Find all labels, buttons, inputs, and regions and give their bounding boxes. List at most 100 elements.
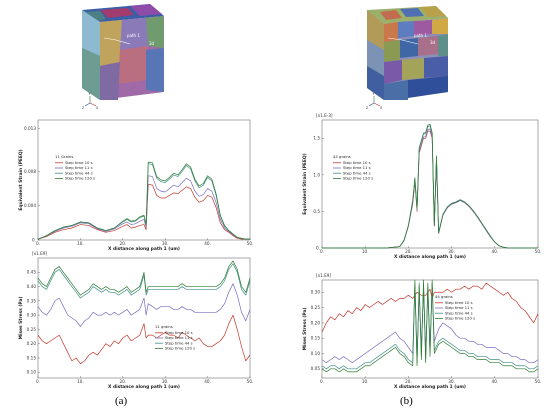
legend-entry: Step time 120 s <box>445 316 475 321</box>
series-line <box>37 314 251 365</box>
grain-cube-b: path 1 3d <box>367 6 448 100</box>
y-tick-label: 0.008 <box>24 169 36 174</box>
chart-b-mises: 0.05 0.10 0.15 0.20 0.25 0.30 0. 10. 20. 30. 40. 50… <box>302 273 541 390</box>
x-tick-label: 40. <box>204 379 211 384</box>
series-line <box>37 175 250 240</box>
x-tick-label: 10. <box>362 249 369 254</box>
x-tick-label: 50. <box>247 379 254 384</box>
series-line <box>37 283 251 327</box>
y-axis-label: Mises Stress (Pa) <box>18 297 24 340</box>
triad-b-x: X <box>380 106 383 110</box>
y-tick-label: 0.30 <box>311 290 321 295</box>
y-scale-label: [x1.E9] <box>316 273 331 278</box>
x-tick-label: 20. <box>405 379 412 384</box>
y-tick-label: 0.45 <box>27 270 37 275</box>
y-tick-label: 0. <box>316 245 320 250</box>
y-tick-label: 0.20 <box>27 341 37 346</box>
legend-entry: Step time 10 s <box>445 300 473 305</box>
x-tick-label: 40. <box>204 241 211 246</box>
legend-entry: Step time 11 s <box>165 335 193 340</box>
y-tick-label: 0.40 <box>27 284 37 289</box>
series-line <box>322 124 538 249</box>
chart-a-mises: 0.10 0.15 0.20 0.25 0.30 0.35 0.40 0.45 0. 10. 20.… <box>18 251 253 390</box>
cube-a-end-label: 3d <box>149 41 155 46</box>
x-tick-label: 30. <box>448 249 455 254</box>
y-tick-label: 0.05 <box>311 366 321 371</box>
x-tick-label: 0. <box>36 379 40 384</box>
y-tick-label: 0.10 <box>311 351 321 356</box>
triad-a-x: X <box>96 106 99 110</box>
legend-entry: Step time 120 s <box>65 176 95 181</box>
y-tick-label: 1.5 <box>313 136 320 141</box>
x-tick-label: 50. <box>535 379 542 384</box>
y-axis-label: Equivalent Strain (PEEQ) <box>18 149 24 210</box>
cube-b-end-label: 3d <box>430 40 436 45</box>
x-axis-label: X distance along path 1 (um) <box>394 254 466 260</box>
legend-entry: Step time 11 s <box>445 305 473 310</box>
legend-entry: Step time 10 s <box>343 160 371 165</box>
legend-entry: Step time 44 s <box>165 340 193 345</box>
axis-triad-a: Y Z X <box>82 92 99 110</box>
triad-a-y: Y <box>89 92 91 96</box>
x-tick-label: 40. <box>491 379 498 384</box>
y-scale-label: [x1.E-3] <box>316 113 333 118</box>
legend-entry: Step time 120 s <box>343 176 373 181</box>
y-tick-label: 0.15 <box>27 355 37 360</box>
legend-entry: Step time 44 s <box>445 310 473 315</box>
chart-b-peeq: 0. 0.5 1.0 1.5 0. 10. 20. 30. 40. 50. X distance a… <box>302 113 541 260</box>
x-axis-label: X distance along path 1 (um) <box>108 246 180 252</box>
x-tick-label: 20. <box>119 241 126 246</box>
x-tick-label: 40. <box>491 249 498 254</box>
x-tick-label: 30. <box>162 379 169 384</box>
x-tick-label: 20. <box>119 379 126 384</box>
y-axis-label: Mises Stress (Pa) <box>302 308 308 351</box>
x-axis-label: X distance along path 1 (um) <box>108 384 180 390</box>
y-tick-label: 0.15 <box>311 336 321 341</box>
series-line <box>321 279 539 373</box>
x-tick-label: 30. <box>448 379 455 384</box>
y-tick-label: 0.10 <box>27 370 37 375</box>
series-line <box>37 260 251 296</box>
x-tick-label: 10. <box>362 379 369 384</box>
plot-frame <box>321 279 539 379</box>
x-tick-label: 10. <box>77 241 84 246</box>
y-tick-label: 0.25 <box>311 305 321 310</box>
triad-b-y: Y <box>373 92 375 96</box>
legend-entry: Step time 11 s <box>343 165 371 170</box>
y-tick-label: 1.0 <box>313 172 320 177</box>
triad-b-z: Z <box>366 106 369 110</box>
axis-triad-b: Y Z X <box>366 92 383 110</box>
legend-title: 44 grains <box>333 154 351 159</box>
caption-b: (b) <box>400 395 413 407</box>
grain-cube-a: path 1 3d <box>82 4 164 100</box>
y-tick-label: 0.013 <box>24 126 36 131</box>
y-tick-label: 0. <box>32 237 36 242</box>
series-line <box>37 161 250 240</box>
y-tick-label: 0.35 <box>27 298 37 303</box>
legend-entry: Step time 44 s <box>65 170 93 175</box>
y-tick-label: 0.25 <box>27 327 37 332</box>
legend-title: 44 grains <box>435 294 453 299</box>
x-tick-label: 20. <box>405 249 412 254</box>
y-scale-label: [x1.E9] <box>32 251 47 256</box>
cube-b-path-label: path 1 <box>414 33 427 38</box>
y-axis-label: Equivalent Strain (PEEQ) <box>302 153 308 214</box>
chart-a-peeq: 0. 0.004 0.008 0.013 0. 10. 20. 30. 40. 50. X dist… <box>18 119 254 252</box>
cube-a-path-label: path 1 <box>127 33 140 38</box>
series-line <box>37 183 250 240</box>
triad-a-z: Z <box>82 106 85 110</box>
x-tick-label: 0. <box>320 249 324 254</box>
y-tick-label: 0.004 <box>24 203 36 208</box>
x-tick-label: 30. <box>162 241 169 246</box>
legend-title: 11 Grains <box>55 154 73 159</box>
legend-entry: Step time 120 s <box>165 346 195 351</box>
x-tick-label: 50. <box>247 241 254 246</box>
x-tick-label: 0. <box>36 241 40 246</box>
caption-a: (a) <box>115 395 128 407</box>
x-tick-label: 10. <box>77 379 84 384</box>
plot-frame <box>321 119 539 249</box>
legend-entry: Step time 10 s <box>65 160 93 165</box>
legend-entry: Step time 44 s <box>343 170 371 175</box>
x-axis-label: X distance along path 1 (um) <box>394 384 466 390</box>
